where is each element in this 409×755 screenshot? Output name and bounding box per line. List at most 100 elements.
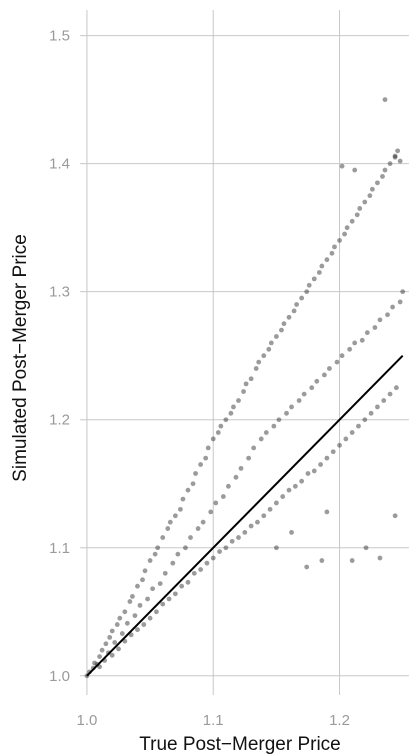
data-point xyxy=(137,602,143,608)
data-point xyxy=(248,376,254,382)
data-point xyxy=(142,568,148,574)
data-point xyxy=(390,304,395,310)
data-point xyxy=(377,317,383,323)
data-point xyxy=(382,97,388,103)
data-point xyxy=(311,468,317,474)
data-point xyxy=(180,496,186,502)
data-point xyxy=(337,238,342,243)
data-point xyxy=(172,591,178,597)
data-point xyxy=(114,622,120,627)
data-point xyxy=(175,551,181,557)
data-point xyxy=(190,481,196,487)
data-point xyxy=(294,302,299,307)
data-point xyxy=(228,410,234,416)
data-point xyxy=(157,581,163,587)
data-point xyxy=(332,244,337,250)
data-point xyxy=(119,631,125,636)
data-point xyxy=(127,599,133,604)
data-point xyxy=(392,154,398,160)
data-point xyxy=(324,257,330,263)
data-point xyxy=(255,519,260,525)
data-point xyxy=(304,564,310,570)
data-point xyxy=(324,455,330,461)
data-point xyxy=(208,509,214,515)
y-axis-title: Simulated Post−Merger Price xyxy=(10,234,31,482)
data-point xyxy=(314,378,320,384)
data-point xyxy=(375,180,380,186)
data-point xyxy=(165,526,171,531)
data-point xyxy=(166,596,172,602)
data-point xyxy=(291,308,297,314)
grid-lines xyxy=(80,10,409,695)
data-point xyxy=(172,513,178,519)
data-point xyxy=(299,478,305,484)
data-point xyxy=(387,391,393,397)
data-point xyxy=(393,385,399,391)
data-point xyxy=(296,398,302,403)
data-point xyxy=(318,462,323,467)
data-point xyxy=(218,423,224,429)
data-point xyxy=(375,404,380,410)
data-point xyxy=(309,385,315,391)
data-point xyxy=(279,327,284,333)
data-point xyxy=(359,337,365,343)
y-tick-label: 1.0 xyxy=(49,668,70,685)
data-point xyxy=(273,500,279,506)
data-point xyxy=(343,436,349,442)
reference-line xyxy=(86,354,404,677)
data-point xyxy=(271,423,277,429)
data-point xyxy=(263,430,269,435)
data-point xyxy=(154,609,159,615)
x-axis-title: True Post−Merger Price xyxy=(139,734,341,755)
data-point xyxy=(253,366,259,371)
data-point xyxy=(286,487,292,493)
data-point xyxy=(198,567,204,572)
data-point xyxy=(238,465,244,471)
data-point xyxy=(233,474,239,480)
data-point xyxy=(217,549,222,554)
data-point xyxy=(324,509,330,515)
data-point xyxy=(147,558,153,563)
data-point xyxy=(97,654,102,659)
data-point xyxy=(103,641,109,647)
data-point xyxy=(381,398,387,403)
data-point xyxy=(349,218,355,224)
data-point xyxy=(363,545,369,551)
data-point xyxy=(107,634,113,640)
data-point xyxy=(364,330,370,336)
data-point xyxy=(372,325,378,330)
data-point xyxy=(289,404,294,410)
data-point xyxy=(223,417,229,423)
data-point xyxy=(229,538,235,544)
data-point xyxy=(116,646,121,652)
data-point xyxy=(220,494,226,499)
data-point xyxy=(140,577,145,583)
scatter-points xyxy=(84,97,406,679)
data-point xyxy=(261,513,267,519)
data-point xyxy=(145,596,150,602)
data-point xyxy=(387,161,393,167)
data-point xyxy=(210,555,216,561)
data-point xyxy=(179,583,185,589)
data-point xyxy=(251,445,257,451)
data-point xyxy=(268,340,274,346)
data-point xyxy=(301,391,307,397)
data-point xyxy=(334,359,340,365)
data-point xyxy=(357,206,363,211)
data-point xyxy=(342,231,347,237)
data-point xyxy=(256,359,262,365)
data-point xyxy=(273,545,279,551)
data-point xyxy=(132,613,138,619)
data-point xyxy=(223,545,229,551)
data-point xyxy=(316,270,322,275)
data-point xyxy=(210,436,216,442)
data-point xyxy=(327,366,332,371)
data-point xyxy=(337,442,342,448)
data-point xyxy=(155,545,161,551)
y-axis-ticks: 1.0 1.1 1.2 1.3 1.4 1.5 xyxy=(49,28,70,685)
data-point xyxy=(369,186,375,192)
data-point xyxy=(311,276,317,282)
data-point xyxy=(97,664,102,670)
data-point xyxy=(266,346,272,352)
